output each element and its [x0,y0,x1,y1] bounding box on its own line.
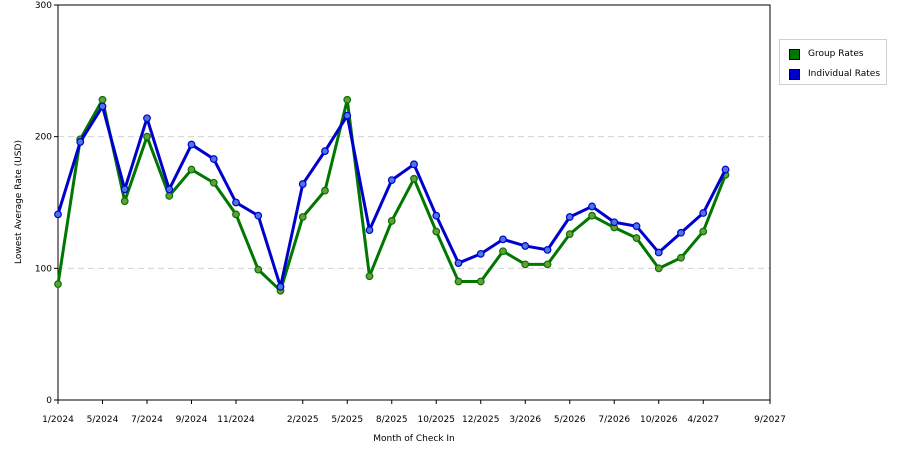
legend-swatch-group-rates [789,48,800,60]
data-point-group-rates [254,265,263,274]
data-point-group-rates [565,230,574,239]
data-point-individual-rates [232,198,240,207]
data-point-individual-rates [98,102,107,111]
x-tick-label: 12/2025 [462,415,499,425]
data-point-individual-rates [387,176,396,185]
data-point-individual-rates [209,155,218,163]
series-layer [54,95,730,295]
data-point-group-rates [410,174,418,183]
data-point-individual-rates [410,160,418,169]
plot-area-frame [57,4,771,401]
data-point-individual-rates [254,211,263,220]
data-point-individual-rates [143,114,151,123]
data-point-individual-rates [610,218,619,227]
y-tick-label: 0 [46,396,52,406]
data-point-group-rates [699,227,708,236]
x-tick-label: 5/2026 [554,415,586,425]
data-point-individual-rates [54,210,62,219]
y-tick-label: 200 [35,133,52,143]
x-tick-label: 1/2024 [42,415,74,425]
x-tick-label: 5/2025 [331,415,363,425]
grid-lines [58,136,770,269]
data-point-individual-rates [565,213,574,221]
data-point-group-rates [343,95,352,104]
data-point-individual-rates [120,185,129,194]
series-line-individual-rates [56,104,727,289]
data-point-individual-rates [521,242,530,250]
data-point-group-rates [499,247,507,256]
y-tick-label: 300 [35,1,52,11]
data-point-individual-rates [76,138,85,146]
legend-label-individual-rates: Individual Rates [808,69,881,79]
x-tick-label: 2/2025 [287,415,319,425]
data-point-group-rates [209,178,218,187]
data-point-individual-rates [677,228,685,237]
data-point-group-rates [120,197,129,206]
x-tick-label: 10/2026 [640,415,678,425]
y-tick-label: 100 [35,264,52,274]
data-point-group-rates [54,280,62,289]
y-axis-ticks: 0 100 200 300 [35,1,58,406]
data-point-group-rates [521,260,530,269]
data-point-individual-rates [454,259,463,267]
x-tick-label: 5/2024 [87,415,119,425]
data-point-individual-rates [276,282,285,291]
data-point-group-rates [165,192,174,200]
legend-item-individual-rates: Individual Rates [789,67,880,81]
data-point-group-rates [454,277,463,286]
legend: Group Rates Individual Rates [779,39,887,85]
data-point-individual-rates [298,180,307,188]
data-point-individual-rates [321,147,329,156]
legend-item-group-rates: Group Rates [789,47,864,61]
data-point-group-rates [232,210,240,219]
x-tick-label: 4/2027 [687,415,719,425]
data-point-individual-rates [543,245,552,254]
x-tick-label: 7/2024 [131,415,163,425]
x-axis-ticks: 1/2024 5/2024 7/2024 9/2024 11/2024 2/2025 5/2… [42,400,786,425]
data-point-group-rates [143,132,151,141]
data-point-individual-rates [365,226,374,235]
data-point-individual-rates [432,211,441,220]
data-point-individual-rates [499,235,507,244]
x-tick-label: 9/2024 [176,415,208,425]
data-point-individual-rates [654,248,663,257]
legend-swatch-individual-rates [789,68,800,80]
data-point-group-rates [677,253,685,262]
data-point-group-rates [654,264,663,273]
data-point-individual-rates [721,165,730,174]
x-tick-label: 3/2026 [509,415,541,425]
x-axis-title: Month of Check In [373,434,455,444]
data-point-group-rates [387,217,396,225]
legend-label-group-rates: Group Rates [808,49,864,59]
data-point-group-rates [298,213,307,221]
data-point-group-rates [98,95,107,104]
x-tick-label: 10/2025 [418,415,455,425]
y-axis-title: Lowest Average Rate (USD) [14,140,24,264]
data-point-group-rates [365,272,374,281]
data-point-individual-rates [476,249,485,258]
series-line-group-rates [56,98,727,293]
data-point-group-rates [321,186,329,195]
series-individual-rates [54,102,730,291]
data-point-individual-rates [632,222,641,231]
data-point-individual-rates [588,202,596,211]
data-point-group-rates [187,165,196,174]
x-tick-label: 9/2027 [754,415,786,425]
x-tick-label: 7/2026 [598,415,630,425]
data-point-individual-rates [699,209,708,217]
series-group-rates [54,95,730,295]
axes [57,4,771,401]
data-point-group-rates [632,234,641,242]
data-point-group-rates [588,211,596,220]
x-tick-label: 11/2024 [217,415,255,425]
data-point-group-rates [476,277,485,286]
data-point-group-rates [543,260,552,269]
data-point-individual-rates [187,140,196,149]
data-point-group-rates [432,227,441,236]
data-point-individual-rates [343,111,352,120]
x-tick-label: 8/2025 [376,415,408,425]
data-point-individual-rates [165,185,174,194]
